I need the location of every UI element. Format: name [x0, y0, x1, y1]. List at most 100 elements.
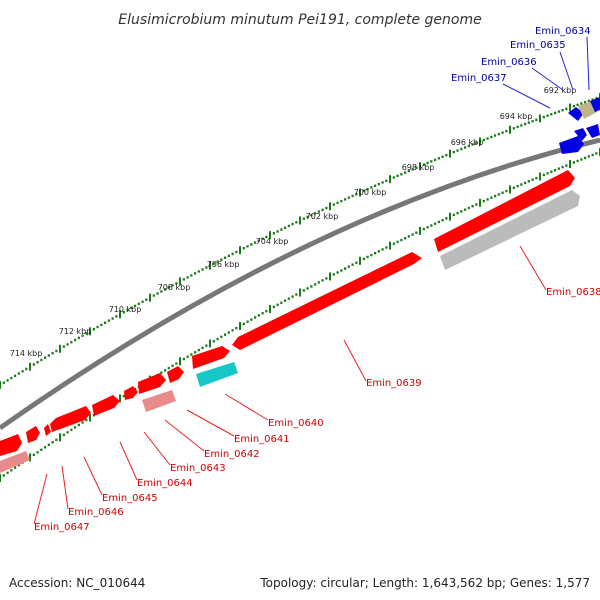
- tick-mark-minor: [104, 321, 107, 324]
- tick-mark-minor: [471, 205, 474, 208]
- gene-arrow-0637: [568, 107, 584, 121]
- tick-mark-minor: [194, 351, 197, 354]
- tick-mark-minor: [332, 203, 335, 206]
- tick-mark-minor: [265, 235, 268, 239]
- tick-mark-minor: [14, 466, 17, 469]
- gene-label: Emin_0638: [546, 287, 600, 298]
- tick-mark-minor: [482, 138, 485, 142]
- tick-mark-minor: [6, 379, 9, 382]
- tick-mark-minor: [212, 262, 215, 265]
- tick-mark-minor: [512, 186, 515, 189]
- tick-mark-major: [329, 202, 331, 211]
- tick-mark-minor: [261, 237, 264, 241]
- tick-mark-minor: [426, 161, 429, 165]
- tick-mark-minor: [291, 295, 294, 298]
- tick-mark-minor: [141, 300, 144, 303]
- tick-mark-major: [59, 344, 61, 353]
- tick-mark-minor: [396, 174, 399, 178]
- tick-mark-minor: [535, 118, 538, 122]
- tick-mark-minor: [66, 343, 69, 346]
- tick-mark-minor: [434, 222, 437, 225]
- tick-mark-minor: [520, 183, 523, 186]
- tick-label: 714 kbp: [10, 349, 43, 358]
- tick-mark-minor: [516, 125, 519, 129]
- tick-mark-major: [239, 322, 241, 330]
- tick-mark-minor: [486, 137, 489, 140]
- gene-label: Emin_0644: [137, 478, 193, 489]
- tick-mark-minor: [62, 433, 65, 437]
- tick-mark-major: [419, 226, 421, 235]
- tick-mark-minor: [385, 246, 388, 249]
- tick-mark-minor: [51, 441, 54, 444]
- tick-mark-minor: [475, 203, 478, 206]
- tick-mark-minor: [385, 179, 388, 182]
- tick-label: 698 kbp: [402, 163, 435, 172]
- tick-mark-minor: [44, 446, 47, 449]
- tick-mark-major: [479, 137, 481, 146]
- tick-mark-minor: [497, 193, 500, 196]
- tick-mark-minor: [220, 258, 223, 261]
- tick-mark-major: [29, 362, 31, 371]
- gene-arrow-0643: [124, 386, 138, 400]
- tick-mark-minor: [171, 364, 174, 368]
- tick-mark-minor: [400, 173, 403, 176]
- tick-mark-minor: [336, 201, 339, 205]
- gene-label: Emin_0641: [234, 434, 290, 445]
- tick-mark-major: [449, 212, 451, 221]
- tick-mark-minor: [497, 132, 500, 136]
- tick-mark-minor: [482, 199, 485, 203]
- gene-label: Emin_0646: [68, 507, 124, 518]
- tick-mark-minor: [550, 170, 553, 173]
- gene-leader-line: [224, 393, 269, 421]
- tick-mark-minor: [145, 298, 148, 301]
- tick-mark-minor: [527, 180, 530, 183]
- tick-mark-minor: [580, 158, 583, 161]
- accession-text: Accession: NC_010644: [9, 576, 146, 590]
- tick-mark-minor: [21, 370, 24, 373]
- gene-arrow-0634: [590, 97, 600, 112]
- tick-label: 702 kbp: [306, 212, 339, 221]
- tick-mark-minor: [445, 217, 448, 220]
- gene-blocks: [0, 97, 600, 473]
- gene-label: Emin_0637: [451, 73, 507, 84]
- gene-label: Emin_0639: [366, 378, 422, 389]
- tick-mark-minor: [250, 243, 253, 246]
- tick-mark-minor: [546, 114, 549, 117]
- tick-mark-major: [179, 277, 181, 286]
- tick-mark-major: [509, 185, 511, 194]
- tick-mark-minor: [152, 294, 155, 297]
- tick-mark-minor: [156, 292, 159, 295]
- tick-mark-minor: [595, 152, 598, 155]
- tick-mark-minor: [561, 165, 564, 169]
- tick-mark-minor: [355, 193, 358, 196]
- tick-mark-minor: [531, 178, 534, 181]
- tick-mark-minor: [460, 210, 463, 213]
- tick-mark-minor: [565, 107, 568, 111]
- tick-mark-minor: [134, 304, 137, 308]
- tick-mark-minor: [280, 228, 283, 231]
- tick-mark-minor: [437, 220, 440, 224]
- tick-mark-minor: [321, 208, 324, 212]
- tick-mark-minor: [276, 230, 279, 233]
- tick-mark-minor: [216, 260, 219, 263]
- tick-mark-minor: [535, 176, 538, 180]
- tick-mark-minor: [396, 240, 399, 244]
- tick-mark-minor: [122, 394, 125, 398]
- tick-mark-minor: [576, 103, 579, 107]
- gene-leader-line: [119, 441, 138, 481]
- tick-mark-minor: [227, 331, 230, 334]
- tick-mark-minor: [411, 168, 414, 171]
- gene-arrow-0644: [92, 395, 120, 416]
- gene-leader-line: [559, 51, 574, 91]
- cyan-block: [196, 362, 238, 387]
- tick-mark-major: [389, 175, 391, 184]
- tick-mark-minor: [14, 374, 17, 378]
- tick-mark-major: [299, 288, 301, 297]
- tick-mark-minor: [325, 206, 328, 210]
- tick-mark-minor: [366, 255, 369, 259]
- tick-mark-minor: [74, 338, 77, 342]
- gene-arrow-0638: [434, 170, 575, 252]
- tick-mark-minor: [302, 289, 305, 292]
- tick-mark-minor: [137, 302, 140, 306]
- tick-mark-minor: [471, 143, 474, 146]
